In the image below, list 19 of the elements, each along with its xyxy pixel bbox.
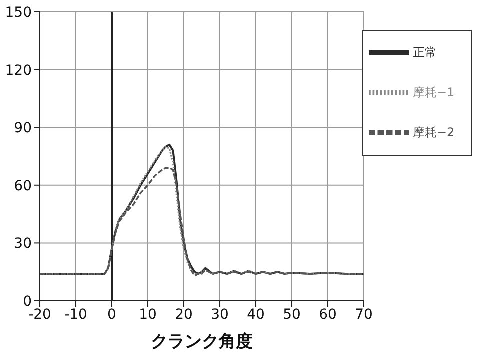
x-tick-label: 40	[247, 306, 265, 323]
x-tick-label: 30	[211, 306, 229, 323]
y-tick-label: 90	[14, 120, 32, 137]
legend-label: 摩耗−1	[413, 85, 455, 100]
line-series	[40, 167, 364, 277]
x-tick-label: 10	[139, 306, 157, 323]
x-tick-label: -10	[64, 306, 88, 323]
x-axis-title: クランク角度	[151, 332, 253, 352]
y-tick-label: 30	[14, 236, 32, 252]
x-tick-label: 0	[108, 306, 116, 323]
x-tick-label: 70	[355, 306, 373, 323]
x-tick-label: 60	[319, 306, 337, 323]
legend-label: 摩耗−2	[413, 125, 455, 140]
legend-label: 正常	[413, 45, 437, 60]
y-tick-label: 60	[14, 178, 32, 194]
x-tick-label: 50	[283, 306, 301, 323]
y-tick-label: 150	[5, 4, 32, 21]
x-tick-label: 20	[175, 306, 193, 323]
y-tick-label: 120	[5, 62, 32, 79]
